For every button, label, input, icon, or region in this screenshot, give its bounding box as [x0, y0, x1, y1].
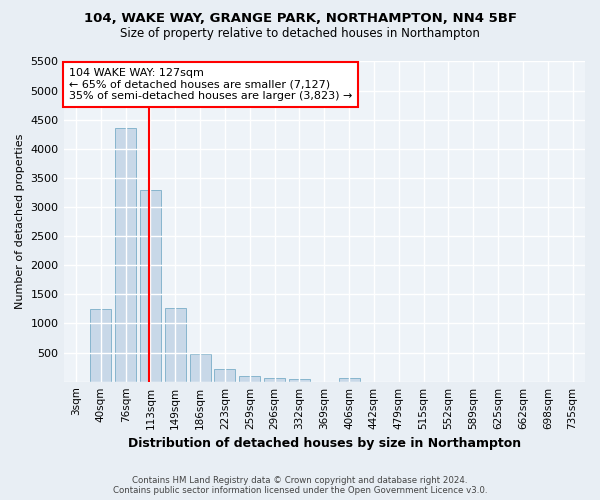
Bar	[115, 128, 136, 382]
X-axis label: Distribution of detached houses by size in Northampton: Distribution of detached houses by size …	[128, 437, 521, 450]
Y-axis label: Number of detached properties: Number of detached properties	[15, 134, 25, 310]
Bar	[140, 190, 161, 382]
Bar	[338, 378, 359, 382]
Bar	[214, 369, 235, 382]
Bar	[90, 309, 112, 382]
Text: Contains HM Land Registry data © Crown copyright and database right 2024.
Contai: Contains HM Land Registry data © Crown c…	[113, 476, 487, 495]
Bar	[264, 378, 285, 382]
Text: Size of property relative to detached houses in Northampton: Size of property relative to detached ho…	[120, 28, 480, 40]
Text: 104 WAKE WAY: 127sqm
← 65% of detached houses are smaller (7,127)
35% of semi-de: 104 WAKE WAY: 127sqm ← 65% of detached h…	[69, 68, 352, 101]
Bar	[165, 308, 186, 382]
Text: 104, WAKE WAY, GRANGE PARK, NORTHAMPTON, NN4 5BF: 104, WAKE WAY, GRANGE PARK, NORTHAMPTON,…	[83, 12, 517, 26]
Bar	[190, 354, 211, 382]
Bar	[289, 380, 310, 382]
Bar	[239, 376, 260, 382]
